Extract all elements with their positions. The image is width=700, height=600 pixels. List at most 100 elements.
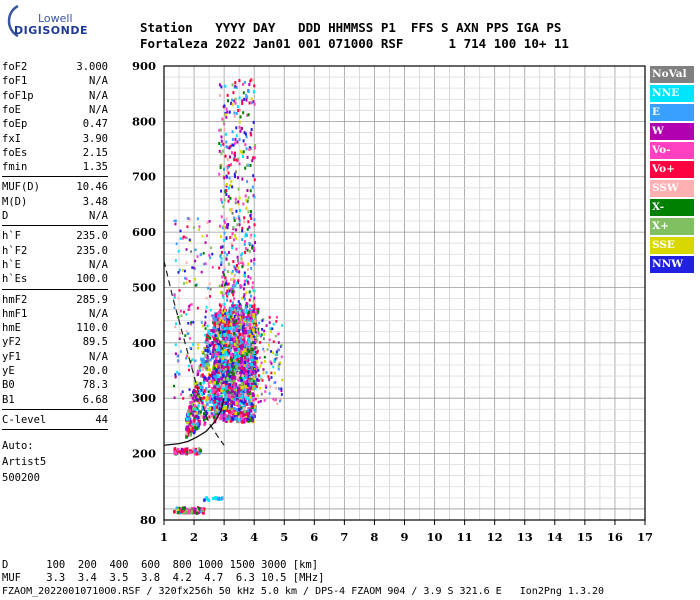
echo-point (207, 329, 210, 333)
echo-point (281, 324, 284, 327)
echo-point (220, 200, 223, 204)
echo-point (236, 223, 239, 227)
echo-point (249, 163, 252, 167)
echo-point (182, 310, 185, 314)
param-label: fxI (2, 132, 21, 145)
echo-point (250, 373, 253, 377)
echo-point (228, 309, 232, 313)
echo-point (220, 250, 223, 254)
param-value: 3.48 (82, 195, 108, 208)
echo-point (212, 389, 216, 393)
echo-point (259, 400, 262, 403)
echo-point (242, 91, 245, 95)
echo-point (189, 451, 192, 455)
echo-point (263, 349, 266, 353)
echo-point (239, 284, 242, 288)
header-values: Fortaleza 2022 Jan01 001 071000 RSF 1 71… (140, 36, 569, 51)
param-value: 110.0 (76, 322, 108, 335)
echo-point (194, 259, 197, 263)
echo-point (231, 143, 234, 147)
echo-point (187, 427, 191, 431)
echo-point (268, 376, 271, 379)
echo-point (198, 401, 201, 405)
echo-point (231, 400, 235, 405)
echo-point (218, 310, 221, 315)
echo-point (244, 393, 247, 397)
echo-point (224, 276, 227, 280)
echo-point (243, 348, 246, 352)
echo-point (208, 220, 211, 223)
echo-point (251, 418, 255, 423)
echo-point (233, 297, 236, 301)
echo-point (218, 355, 222, 359)
echo-point (234, 170, 237, 174)
echo-point (225, 107, 228, 111)
echo-point (202, 363, 205, 367)
param-value: N/A (89, 307, 108, 320)
echo-point (200, 359, 204, 364)
echo-point (176, 508, 179, 512)
echo-point (223, 266, 226, 270)
echo-point (250, 379, 253, 383)
echo-point (200, 388, 203, 392)
echo-point (248, 408, 252, 413)
echo-point (214, 353, 218, 357)
param-value: 3.000 (76, 61, 108, 73)
echo-point (213, 376, 216, 381)
echo-point (264, 390, 267, 393)
echo-point (243, 293, 246, 297)
echo-point (200, 507, 203, 511)
echo-point (250, 304, 254, 308)
echo-point (224, 330, 228, 334)
echo-point (257, 400, 260, 404)
echo-point (219, 416, 222, 421)
echo-point (193, 507, 197, 512)
echo-point (241, 374, 245, 378)
echo-point (274, 353, 277, 356)
echo-point (255, 350, 258, 354)
echo-point (227, 369, 230, 374)
param-label: foEp (2, 118, 28, 131)
echo-point (220, 198, 223, 202)
echo-point (179, 309, 182, 313)
echo-point (247, 349, 251, 353)
echo-point (214, 394, 218, 398)
echo-point (236, 322, 240, 326)
echo-point (230, 380, 233, 385)
echo-point (242, 407, 246, 411)
echo-point (217, 354, 221, 358)
echo-point (188, 279, 191, 283)
echo-point (201, 401, 204, 405)
echo-point (186, 413, 190, 417)
echo-point (237, 335, 240, 340)
echo-point (228, 385, 231, 390)
echo-point (177, 271, 180, 274)
echo-point (224, 401, 228, 406)
echo-point (240, 399, 243, 404)
echo-point (228, 418, 231, 422)
echo-point (190, 321, 193, 324)
echo-point (230, 320, 233, 324)
echo-point (238, 366, 242, 370)
echo-point (210, 397, 213, 401)
echo-point (248, 304, 252, 308)
echo-point (177, 296, 180, 300)
echo-point (188, 416, 191, 421)
echo-point (228, 360, 232, 364)
echo-point (251, 323, 255, 327)
echo-point (205, 338, 209, 342)
ionogram-chart: 1 2 3 4 5 6 7 8 9 10 11 12 13 14 15 16 17802003004005006… (132, 59, 653, 544)
echo-point (249, 338, 253, 343)
echo-point (200, 270, 203, 274)
echo-point (242, 401, 246, 405)
echo-point (256, 349, 259, 353)
echo-point (234, 305, 237, 309)
echo-point (262, 371, 265, 375)
echo-point (220, 139, 223, 143)
echo-point (270, 350, 273, 353)
echo-point (265, 371, 268, 374)
echo-point (246, 326, 250, 331)
echo-point (250, 266, 253, 270)
echo-point (217, 416, 221, 420)
echo-point (220, 496, 224, 501)
